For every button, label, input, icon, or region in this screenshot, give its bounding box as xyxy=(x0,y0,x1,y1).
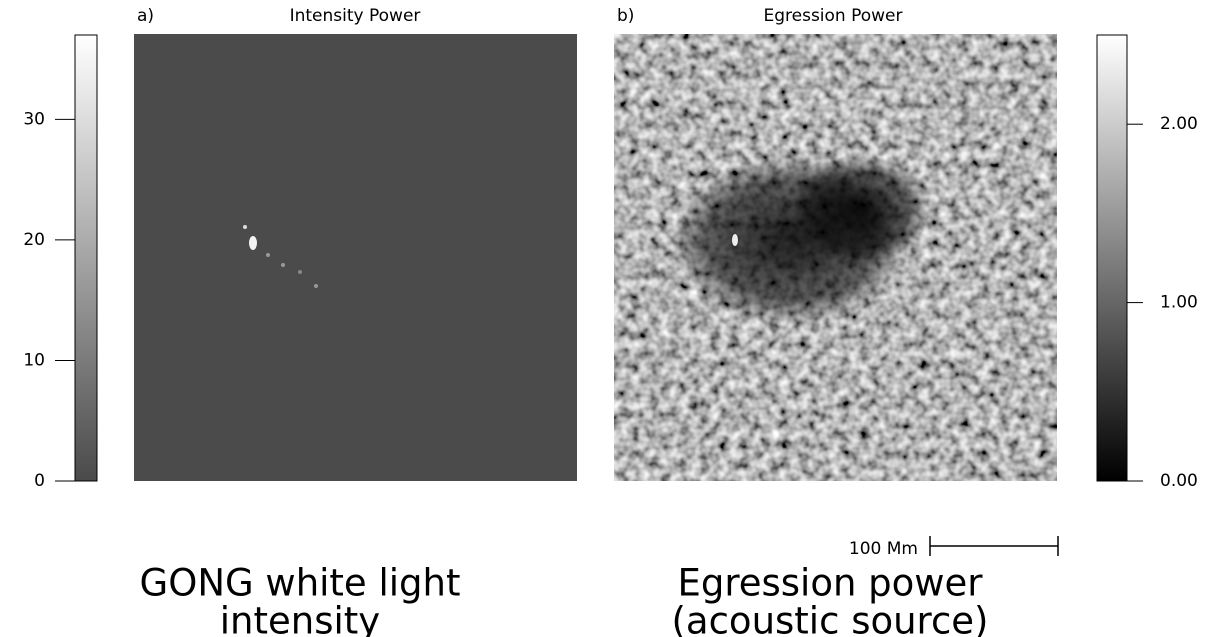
caption: Egression power xyxy=(677,562,983,605)
tick-label: 0 xyxy=(34,471,45,491)
panel-letter: b) xyxy=(617,6,634,26)
caption: (acoustic source) xyxy=(671,600,988,637)
tick-label: 2.00 xyxy=(1160,114,1198,134)
intensity-image xyxy=(134,34,577,481)
tick-label: 20 xyxy=(23,230,45,250)
scale-bar-label: 100 Mm xyxy=(849,539,918,559)
tick-label: 0.00 xyxy=(1160,471,1198,491)
bright-points xyxy=(243,225,318,288)
scale-bar xyxy=(929,536,1059,556)
panel-title: Egression Power xyxy=(763,6,902,26)
tick-label: 1.00 xyxy=(1160,293,1198,313)
colorbar xyxy=(1096,34,1128,482)
caption: GONG white light xyxy=(140,562,461,605)
dark-region xyxy=(790,155,930,265)
caption: intensity xyxy=(220,600,380,637)
bright-point xyxy=(732,234,738,246)
tick-label: 30 xyxy=(23,109,45,129)
colorbar xyxy=(74,34,98,482)
panel-title: Intensity Power xyxy=(290,6,421,26)
panel-letter: a) xyxy=(137,6,154,26)
tick-label: 10 xyxy=(23,350,45,370)
